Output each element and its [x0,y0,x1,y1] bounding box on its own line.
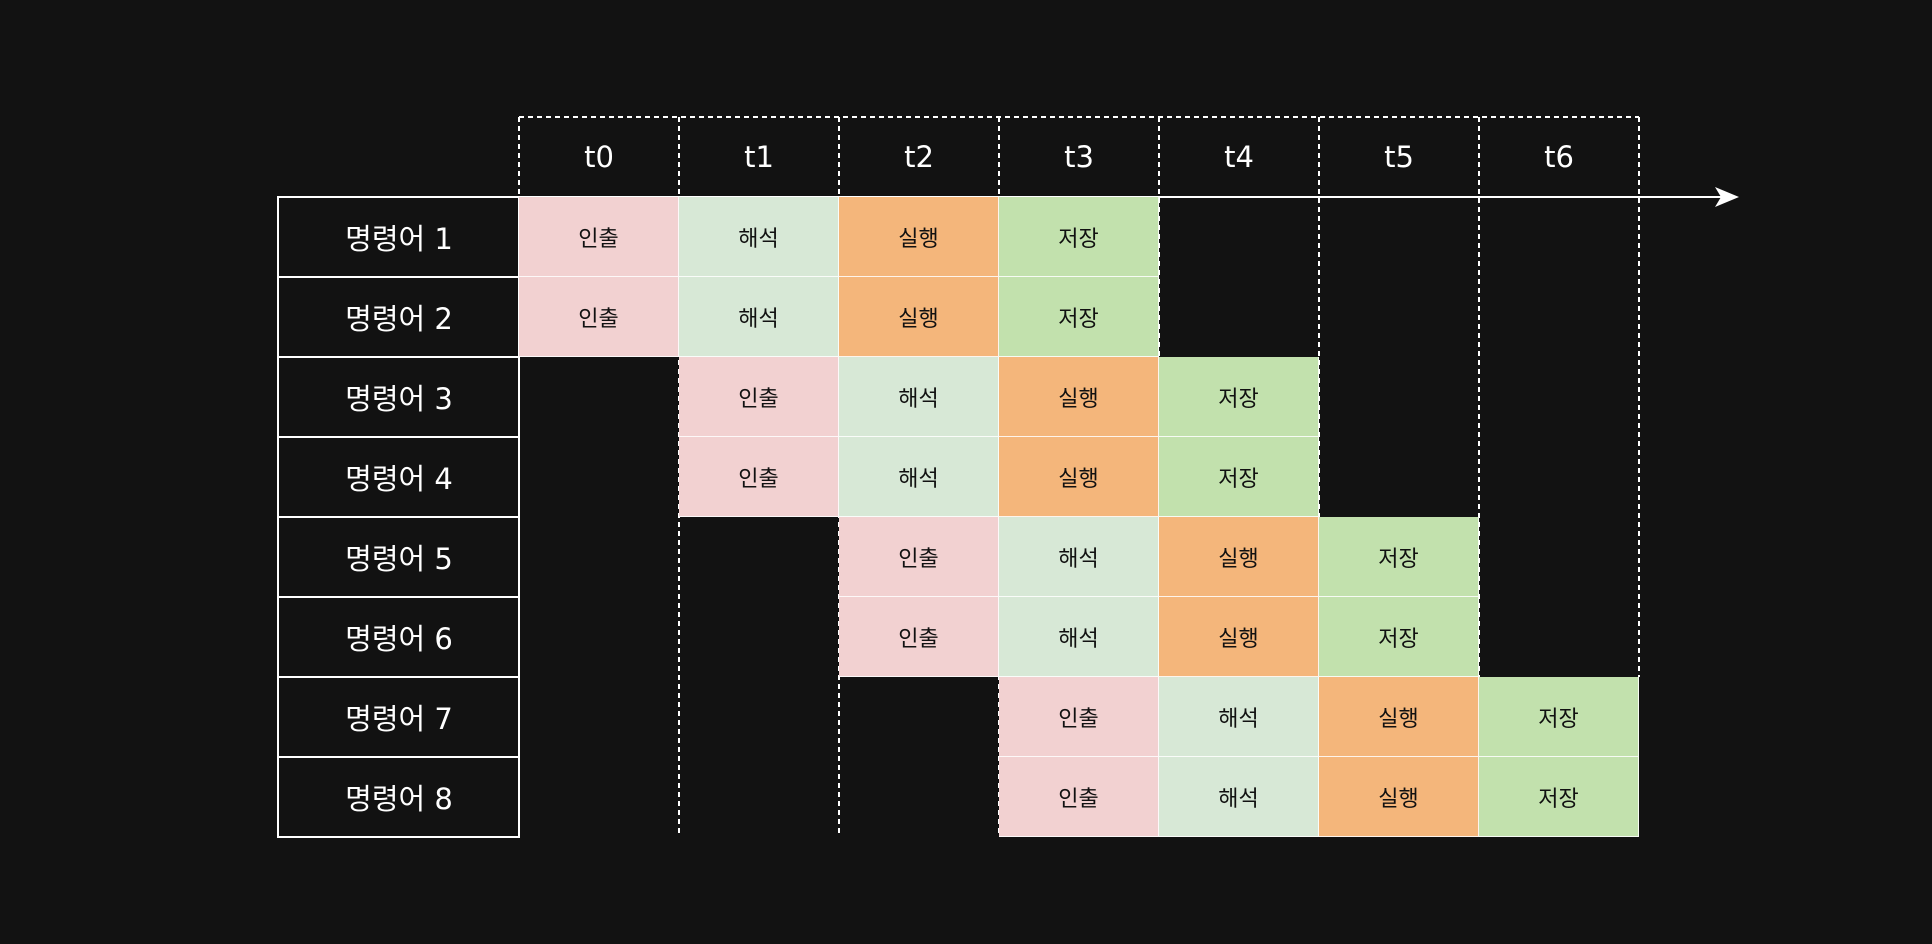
stage-cell: 실행 [999,437,1159,517]
time-label-t1: t1 [744,140,774,174]
stage-cell: 실행 [1159,597,1319,677]
stage-cell: 실행 [999,357,1159,437]
stage-cell: 저장 [999,277,1159,357]
stage-cell: 실행 [1319,677,1479,757]
stage-cell: 저장 [1159,437,1319,517]
instruction-label: 명령어 2 [345,302,453,336]
stage-cell: 저장 [1319,597,1479,677]
time-label-t3: t3 [1064,140,1094,174]
stage-cell: 저장 [999,197,1159,277]
instruction-label: 명령어 8 [345,782,453,816]
stage-cell: 인출 [519,197,679,277]
stage-cell: 해석 [1159,757,1319,837]
stage-cell: 인출 [999,757,1159,837]
stage-cell: 인출 [999,677,1159,757]
stage-cell: 해석 [999,517,1159,597]
time-label-t6: t6 [1544,140,1574,174]
time-label-t2: t2 [904,140,934,174]
stage-cell: 저장 [1479,677,1639,757]
time-axis-arrowhead [1715,187,1739,207]
stage-cell: 인출 [679,437,839,517]
stage-cell: 저장 [1159,357,1319,437]
instruction-label: 명령어 7 [345,702,453,736]
stage-cell: 인출 [679,357,839,437]
stage-cell: 인출 [839,597,999,677]
stage-cell: 해석 [679,277,839,357]
stage-cell: 실행 [839,197,999,277]
stage-cell: 인출 [839,517,999,597]
stage-cell: 인출 [519,277,679,357]
instruction-label: 명령어 6 [345,622,453,656]
time-label-t0: t0 [584,140,614,174]
stage-cell: 해석 [999,597,1159,677]
time-label-t4: t4 [1224,140,1254,174]
stage-cell: 실행 [1159,517,1319,597]
instruction-label: 명령어 5 [345,542,453,576]
stage-cell: 해석 [1159,677,1319,757]
stage-cell: 해석 [839,437,999,517]
stage-cell: 실행 [1319,757,1479,837]
stage-cell: 저장 [1319,517,1479,597]
instruction-label: 명령어 1 [345,222,453,256]
stage-cell: 실행 [839,277,999,357]
instruction-label: 명령어 3 [345,382,453,416]
stage-cell: 저장 [1479,757,1639,837]
stage-cell: 해석 [839,357,999,437]
instruction-label: 명령어 4 [345,462,453,496]
time-label-t5: t5 [1384,140,1414,174]
stage-cell: 해석 [679,197,839,277]
